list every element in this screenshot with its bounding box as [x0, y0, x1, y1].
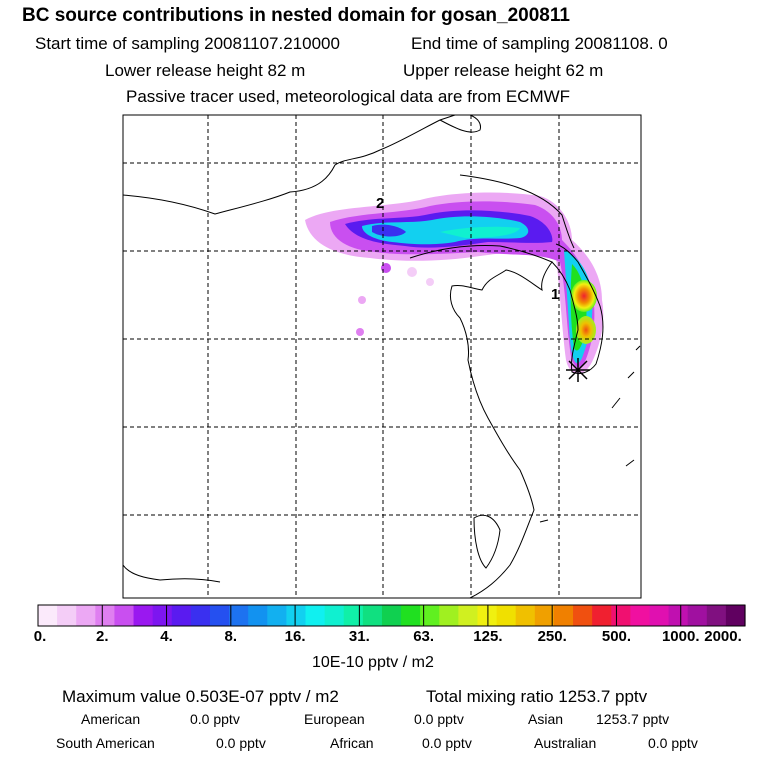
colorbar-swatch — [114, 605, 135, 626]
colorbar-tick-label: 4. — [160, 628, 173, 645]
map-label-2: 2 — [376, 195, 385, 212]
african-label: African — [330, 735, 374, 751]
receptor-asterisk-icon — [566, 358, 590, 382]
colorbar-swatch — [133, 605, 154, 626]
colorbar-swatch — [649, 605, 670, 626]
map-label-1: 1 — [551, 286, 560, 303]
colorbar-swatch — [190, 605, 211, 626]
colorbar-swatch — [38, 605, 58, 626]
colorbar-tick-label: 16. — [284, 628, 306, 645]
plot-title: BC source contributions in nested domain… — [22, 5, 570, 26]
asian-value: 1253.7 pptv — [596, 711, 670, 727]
colorbar-swatch — [362, 605, 383, 626]
tracer-plume — [305, 192, 604, 374]
colorbar-swatch — [592, 605, 612, 626]
european-value: 0.0 pptv — [414, 711, 464, 727]
colorbar-swatch — [57, 605, 77, 626]
south-american-label: South American — [56, 735, 155, 751]
australian-label: Australian — [534, 735, 597, 751]
colorbar-swatch — [286, 605, 307, 626]
colorbar-swatch — [267, 605, 288, 626]
american-label: American — [81, 711, 141, 727]
colorbar-swatch — [229, 605, 249, 626]
colorbar-tick-label: 1000. — [661, 628, 700, 645]
colorbar-swatch — [420, 605, 440, 626]
colorbar-tick-label: 2000. — [704, 628, 742, 645]
colorbar-swatch — [381, 605, 402, 626]
asian-label: Asian — [528, 711, 564, 727]
start-sampling-time: Start time of sampling 20081107.210000 — [35, 34, 340, 53]
colorbar-swatch — [611, 605, 631, 626]
colorbar — [37, 604, 746, 627]
colorbar-tick-label: 0. — [33, 628, 47, 645]
map-area — [123, 115, 641, 598]
colorbar-swatch — [76, 605, 96, 626]
colorbar-tick-label: 250. — [537, 628, 567, 645]
end-sampling-time: End time of sampling 20081108. 0 — [411, 34, 668, 53]
tracer-note: Passive tracer used, meteorological data… — [126, 87, 571, 106]
australian-value: 0.0 pptv — [648, 735, 698, 751]
colorbar-swatch — [725, 605, 746, 626]
colorbar-swatch — [706, 605, 727, 626]
colorbar-frame — [37, 604, 746, 627]
american-value: 0.0 pptv — [190, 711, 240, 727]
colorbar-swatch — [171, 605, 192, 626]
colorbar-swatch — [668, 605, 689, 626]
colorbar-tick-label: 31. — [348, 628, 370, 645]
european-label: European — [304, 711, 365, 727]
colorbar-swatch — [343, 605, 364, 626]
colorbar-tick-label: 125. — [473, 628, 503, 645]
south-american-value: 0.0 pptv — [216, 735, 266, 751]
colorbar-tick-label: 63. — [413, 628, 435, 645]
lower-release-height: Lower release height 82 m — [105, 61, 306, 80]
upper-release-height: Upper release height 62 m — [403, 61, 604, 80]
colorbar-swatch — [687, 605, 708, 626]
colorbar-swatch — [248, 605, 268, 626]
colorbar-swatch — [305, 605, 326, 626]
coastlines — [123, 115, 641, 598]
colorbar-tick-label: 500. — [601, 628, 632, 645]
colorbar-swatch — [573, 605, 593, 626]
colorbar-swatch — [401, 605, 421, 626]
lat-lon-grid — [123, 115, 641, 598]
total-mixing-ratio: Total mixing ratio 1253.7 pptv — [426, 687, 648, 706]
colorbar-swatch — [95, 605, 116, 626]
colorbar-swatch — [152, 605, 173, 626]
colorbar-swatch — [534, 605, 555, 626]
colorbar-swatch — [630, 605, 651, 626]
maximum-value: Maximum value 0.503E-07 pptv / m2 — [62, 687, 339, 706]
colorbar-swatch — [439, 605, 459, 626]
map-frame — [122, 114, 642, 599]
colorbar-swatch — [496, 605, 517, 626]
colorbar-swatch — [458, 605, 479, 626]
colorbar-swatch — [209, 605, 230, 626]
colorbar-tick-label: 8. — [224, 628, 238, 645]
colorbar-swatch — [477, 605, 498, 626]
colorbar-tick-label: 2. — [96, 628, 109, 645]
colorbar-swatch — [553, 605, 574, 626]
colorbar-swatch — [324, 605, 345, 626]
african-value: 0.0 pptv — [422, 735, 472, 751]
colorbar-units: 10E-10 pptv / m2 — [312, 654, 434, 671]
colorbar-swatch — [515, 605, 536, 626]
